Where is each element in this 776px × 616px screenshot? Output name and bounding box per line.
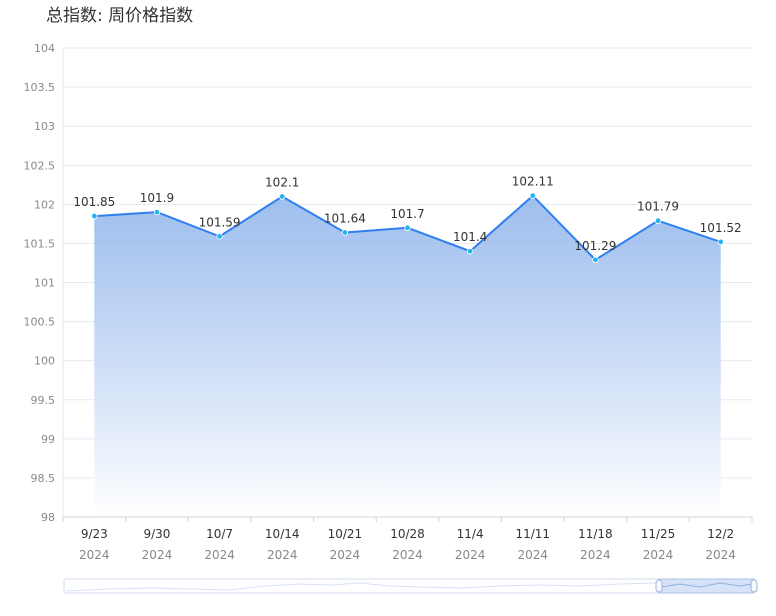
data-point[interactable] xyxy=(216,233,223,240)
x-tick-label: 10/28 xyxy=(390,527,425,541)
y-tick-label: 102 xyxy=(34,198,55,211)
series-area xyxy=(94,195,721,517)
y-tick-label: 98.5 xyxy=(31,472,56,485)
slider-handle-right[interactable] xyxy=(750,579,758,593)
zoom-slider[interactable] xyxy=(63,578,758,594)
x-tick-year: 2024 xyxy=(330,548,361,562)
x-tick-label: 11/4 xyxy=(457,527,484,541)
x-tick-label: 11/25 xyxy=(641,527,676,541)
y-tick-label: 101 xyxy=(34,277,55,290)
y-tick-label: 103.5 xyxy=(24,81,56,94)
data-point[interactable] xyxy=(654,217,662,224)
data-label: 101.59 xyxy=(199,215,241,229)
y-tick-label: 99.5 xyxy=(31,394,56,407)
data-point[interactable] xyxy=(717,238,724,246)
x-tick-year: 2024 xyxy=(643,548,674,562)
data-label: 101.64 xyxy=(324,211,366,225)
data-label: 102.1 xyxy=(265,176,299,190)
data-label: 101.52 xyxy=(700,221,742,235)
slider-track[interactable] xyxy=(63,578,755,594)
x-tick-label: 11/11 xyxy=(515,527,550,541)
x-tick-label: 10/7 xyxy=(206,527,233,541)
data-point[interactable] xyxy=(153,208,161,216)
data-point[interactable] xyxy=(279,193,286,200)
data-label: 101.29 xyxy=(574,239,616,253)
data-label: 101.85 xyxy=(73,195,115,209)
data-label: 101.7 xyxy=(390,207,424,221)
x-tick-year: 2024 xyxy=(580,548,611,562)
x-tick-year: 2024 xyxy=(204,548,235,562)
x-tick-label: 9/30 xyxy=(143,527,170,541)
y-tick-label: 98 xyxy=(41,511,55,524)
y-tick-label: 104 xyxy=(34,42,55,55)
x-tick-label: 9/23 xyxy=(81,527,108,541)
x-tick-year: 2024 xyxy=(705,548,736,562)
data-point[interactable] xyxy=(592,256,599,264)
x-tick-year: 2024 xyxy=(517,548,548,562)
x-tick-year: 2024 xyxy=(392,548,423,562)
y-tick-label: 101.5 xyxy=(24,237,56,250)
data-point[interactable] xyxy=(341,229,349,236)
slider-selected-line xyxy=(660,582,753,588)
x-tick-label: 10/14 xyxy=(265,527,300,541)
x-tick-label: 10/21 xyxy=(328,527,363,541)
slider-handle-left[interactable] xyxy=(655,579,663,593)
data-label: 102.11 xyxy=(512,175,554,189)
data-point[interactable] xyxy=(404,224,411,231)
y-tick-label: 100 xyxy=(34,355,55,368)
data-label: 101.79 xyxy=(637,200,679,214)
y-tick-label: 103 xyxy=(34,120,55,133)
x-tick-label: 12/2 xyxy=(707,527,734,541)
chart-title: 总指数: 周价格指数 xyxy=(46,6,194,26)
data-point[interactable] xyxy=(91,212,98,220)
data-point[interactable] xyxy=(466,248,474,255)
y-tick-label: 102.5 xyxy=(24,159,56,172)
x-tick-year: 2024 xyxy=(455,548,486,562)
y-tick-label: 100.5 xyxy=(24,316,56,329)
data-label: 101.4 xyxy=(453,230,487,244)
slider-preview-line xyxy=(65,581,753,592)
data-label: 101.9 xyxy=(140,191,174,205)
x-tick-label: 11/18 xyxy=(578,527,613,541)
x-tick-year: 2024 xyxy=(267,548,298,562)
y-tick-label: 99 xyxy=(41,433,55,446)
x-tick-year: 2024 xyxy=(79,548,110,562)
x-tick-year: 2024 xyxy=(142,548,173,562)
data-point[interactable] xyxy=(529,192,536,199)
